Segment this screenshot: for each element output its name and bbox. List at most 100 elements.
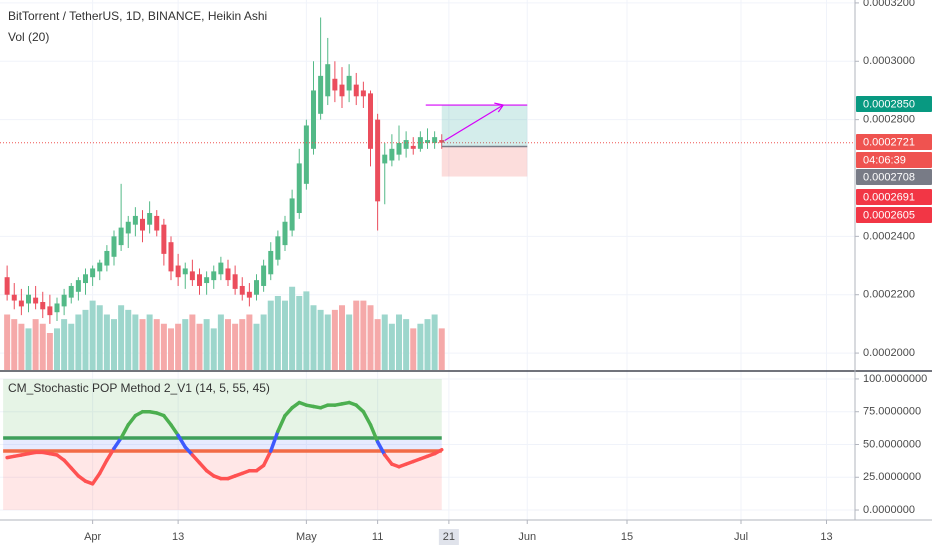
y-tick-label: 0.0000000 <box>863 504 915 516</box>
candle-body <box>140 218 145 231</box>
projection-arrowhead <box>494 102 505 113</box>
stochastic-segment <box>169 423 180 438</box>
stochastic-segment <box>269 429 280 453</box>
candle-body <box>332 78 338 91</box>
candle-body <box>204 277 210 284</box>
volume-bar <box>246 314 253 370</box>
x-tick-label: Apr <box>84 531 101 543</box>
candle-body <box>353 84 359 97</box>
price-badge <box>856 152 932 168</box>
x-tick-label: 15 <box>621 531 633 543</box>
volume-bar <box>18 323 25 370</box>
candle-body <box>33 297 39 304</box>
stochastic-segment <box>283 406 294 418</box>
stop-zone <box>441 146 528 177</box>
candle-body <box>90 268 96 278</box>
price-badge-label: 0.0002708 <box>863 171 915 183</box>
candle-body <box>254 280 259 295</box>
stochastic-segment <box>112 436 123 451</box>
volume-bar <box>189 314 196 370</box>
stochastic-segment <box>432 447 444 456</box>
indicator-title: CM_Stochastic POP Method 2_V1 (14, 5, 55… <box>8 381 270 395</box>
stochastic-segment <box>276 413 287 434</box>
candle-body <box>175 265 181 278</box>
stochastic-segment <box>197 461 209 473</box>
volume-bar <box>89 300 96 370</box>
volume-bar <box>103 314 110 370</box>
candle-body <box>311 90 316 149</box>
candle-body <box>75 280 81 292</box>
volume-bar <box>296 296 303 370</box>
candle-body <box>275 236 281 260</box>
candle-body <box>104 250 110 266</box>
y-tick-label: 0.0002200 <box>863 289 915 301</box>
stochastic-segment <box>119 423 130 440</box>
volume-bar <box>367 305 374 370</box>
y-tick-label: 100.0000000 <box>863 373 927 385</box>
target-zone <box>441 105 528 147</box>
candle-body <box>346 75 352 91</box>
x-tick-label: Jul <box>734 531 748 543</box>
volume-bar <box>153 319 160 370</box>
volume-bar <box>225 319 231 370</box>
x-tick-label: Jun <box>518 531 536 543</box>
volume-bar <box>346 314 353 370</box>
volume-bar <box>232 323 239 370</box>
x-tick-label: 21 <box>443 531 455 543</box>
candle-body <box>168 242 174 272</box>
stochastic-segment <box>69 466 81 478</box>
stochastic-segment <box>361 409 373 427</box>
volume-bar <box>168 328 174 370</box>
candle-body <box>360 90 366 97</box>
x-tick-label: 13 <box>172 531 184 543</box>
volume-bar <box>139 319 146 370</box>
candle-body <box>396 142 402 155</box>
candle-body <box>218 262 224 275</box>
candle-body <box>339 84 345 97</box>
candle-body <box>382 154 388 164</box>
stochastic-segment <box>98 458 109 476</box>
candle-body <box>189 271 195 281</box>
time-highlight <box>438 529 459 545</box>
candle-body <box>375 119 381 202</box>
y-tick-label: 0.0003200 <box>863 0 915 9</box>
y-tick-label: 25.0000000 <box>863 471 921 483</box>
candle-body <box>232 274 238 289</box>
stochastic-segment <box>105 446 116 462</box>
price-badge <box>856 169 932 185</box>
candle-body <box>246 291 252 298</box>
volume-bar <box>203 319 210 370</box>
candle-body <box>368 93 373 149</box>
volume-bar <box>46 333 53 370</box>
volume-bar <box>4 314 11 370</box>
oversold-zone <box>3 451 442 511</box>
candle-body <box>97 262 103 272</box>
candle-body <box>4 277 10 295</box>
stochastic-segment <box>176 433 187 449</box>
volume-bar <box>25 328 32 370</box>
volume-bar <box>182 319 189 370</box>
volume-bar <box>410 328 417 370</box>
stochastic-segment <box>62 458 73 470</box>
volume-legend: Vol (20) <box>8 30 49 44</box>
volume-bar <box>339 305 345 370</box>
candle-body <box>197 274 202 286</box>
price-badge-label: 04:06:39 <box>863 154 906 166</box>
candle-body <box>303 125 309 184</box>
volume-bar <box>260 314 267 370</box>
price-badge-label: 0.0002691 <box>863 191 915 203</box>
volume-bar <box>303 291 310 370</box>
price-badge <box>856 189 932 205</box>
stochastic-segment <box>183 445 195 457</box>
candle-body <box>410 145 416 149</box>
volume-bar <box>331 309 338 370</box>
volume-bar <box>424 319 431 370</box>
price-badge <box>856 96 932 112</box>
stochastic-segment <box>261 449 273 468</box>
volume-bar <box>196 323 203 370</box>
candle-body <box>118 227 124 246</box>
y-tick-label: 50.0000000 <box>863 438 921 450</box>
candle-body <box>318 75 324 114</box>
candle-body <box>147 213 153 225</box>
candle-body <box>68 285 74 298</box>
